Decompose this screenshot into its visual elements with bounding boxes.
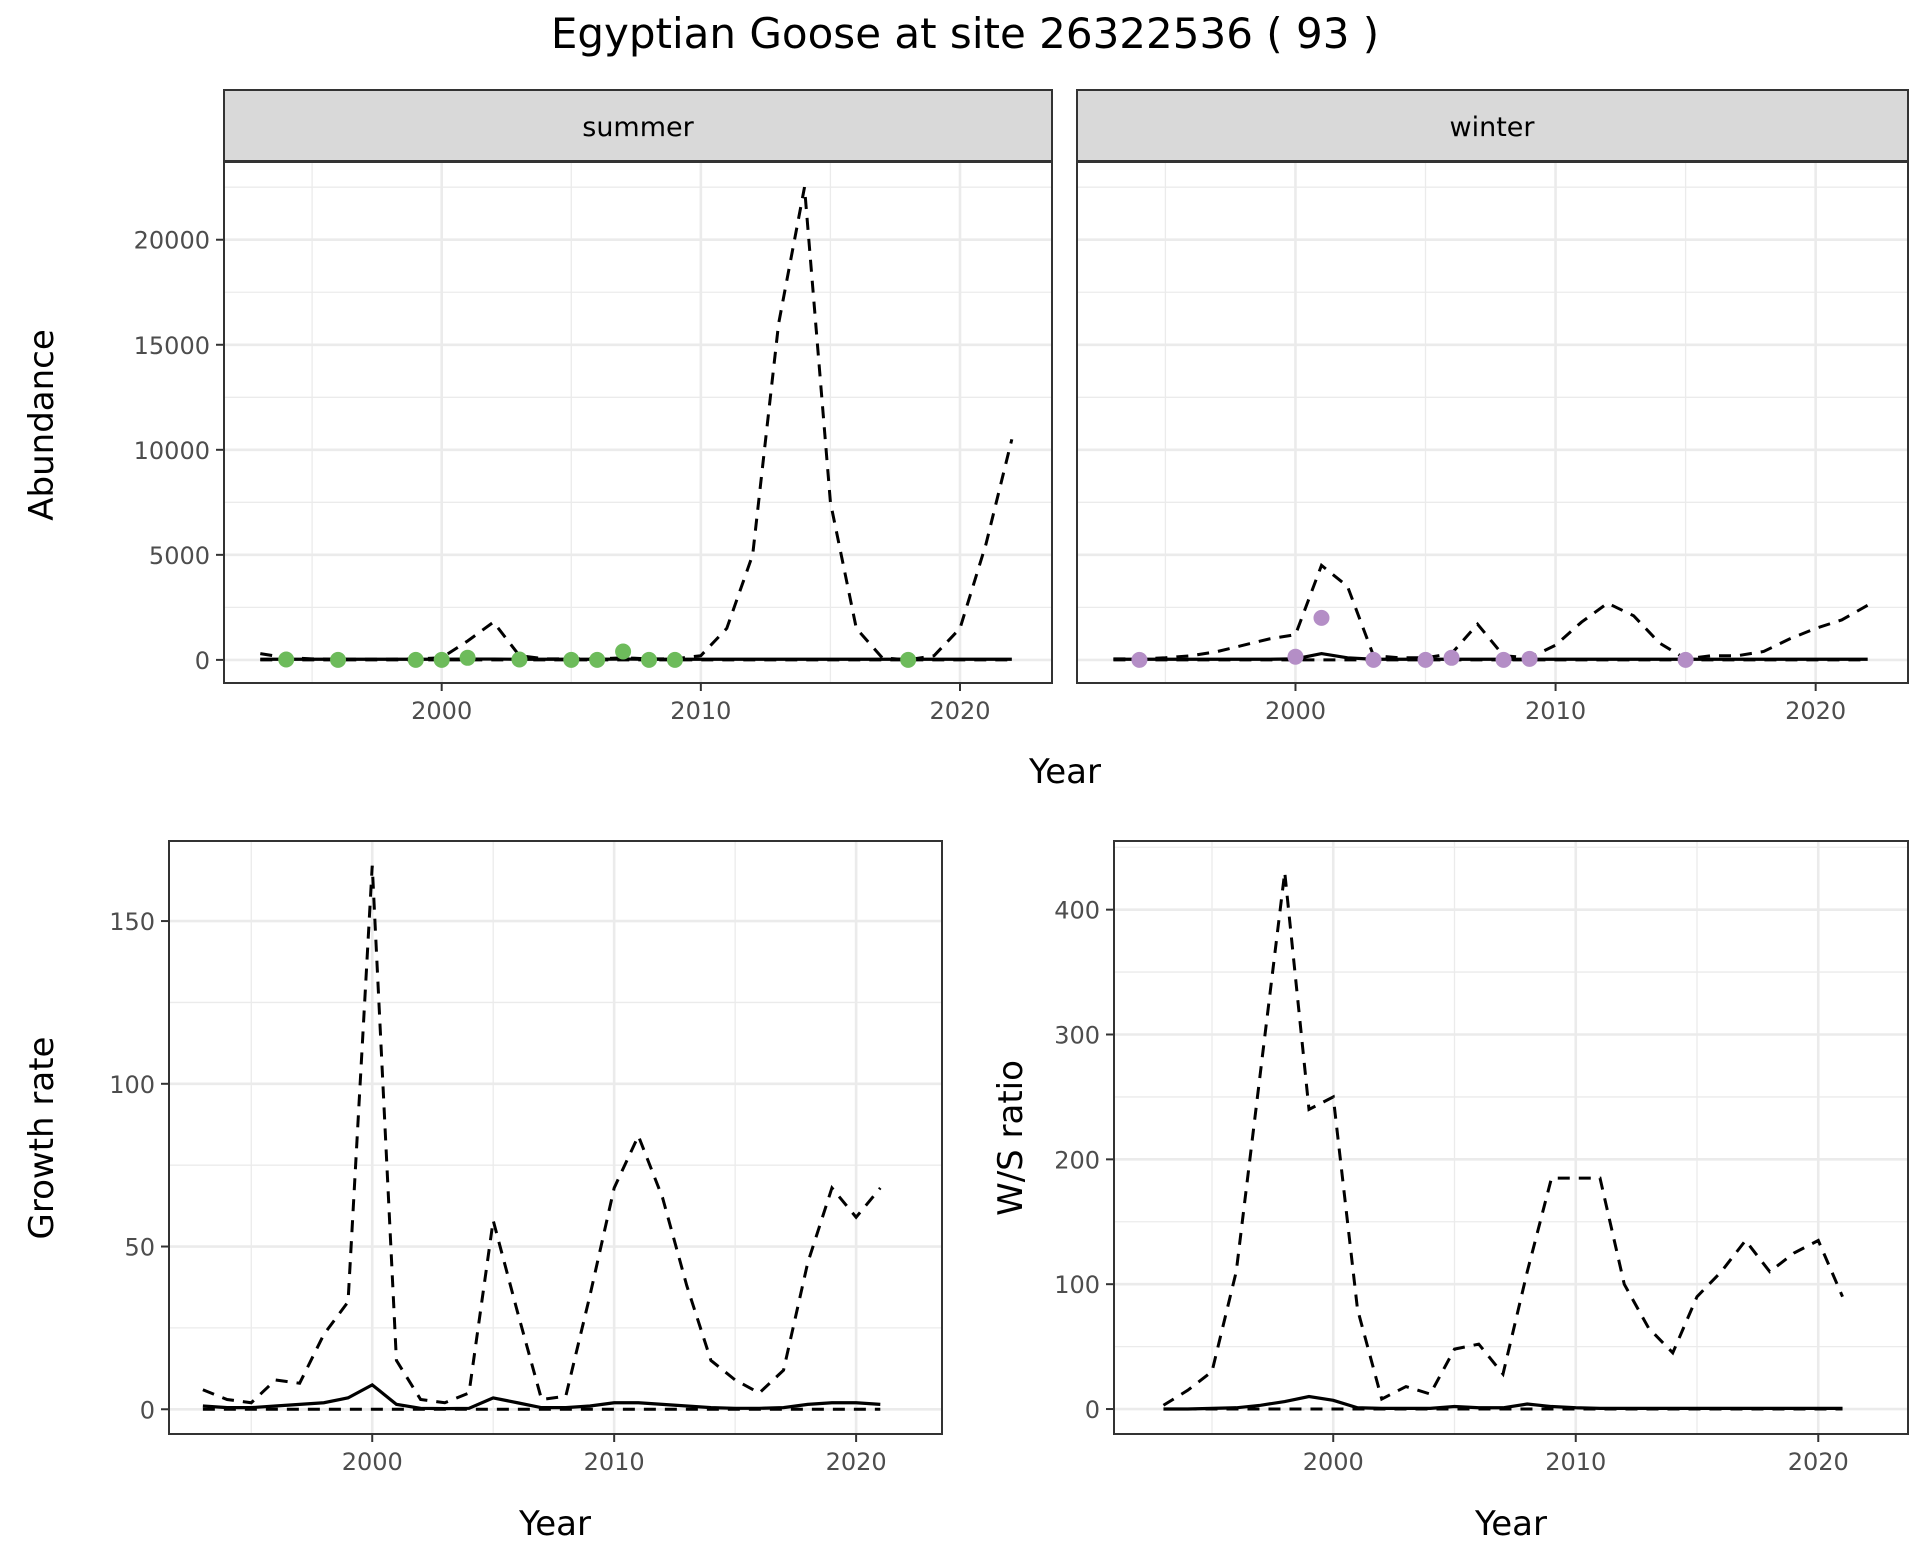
x-tick-label: 2020 [929,697,990,725]
data-point [511,651,528,668]
y-axis-title-growth: Growth rate [22,1037,62,1240]
y-axis-title-ratio: W/S ratio [991,1060,1031,1216]
data-point [1495,651,1512,668]
panel-border [223,161,1053,684]
x-axis-title-growth: Year [518,1504,591,1544]
plot-background [1114,841,1908,1434]
x-tick-label: 2020 [1788,1448,1849,1476]
data-point [1443,649,1460,666]
data-point [1287,648,1304,665]
data-point [563,651,580,668]
y-tick-label: 10000 [134,437,210,465]
chart-title: Egyptian Goose at site 26322536 ( 93 ) [551,9,1379,58]
x-tick-label: 2010 [1545,1448,1606,1476]
x-tick-label: 2010 [1525,697,1586,725]
x-axis-title-ratio: Year [1474,1504,1547,1544]
y-tick-label: 300 [1054,1022,1100,1050]
y-tick-label: 50 [124,1234,155,1262]
x-tick-label: 2020 [826,1448,887,1476]
strip-summer: summer [223,89,1053,162]
strip-winter: winter [1076,89,1909,162]
y-tick-label: 20000 [134,227,210,255]
data-point [407,651,424,668]
x-tick-label: 2000 [411,697,472,725]
data-point [330,651,347,668]
strip-label-summer: summer [582,112,694,143]
panel-winter: 2000 2010 2020 [1076,161,1909,725]
x-tick-label: 2020 [1785,697,1846,725]
series-fit [1163,1394,1843,1411]
series-upper-bound [202,865,882,1405]
plot-background [169,841,942,1434]
data-point [1677,651,1694,668]
data-point [459,649,476,666]
panel-ratio: 2000 2010 2020 0 100 200 300 400 [1054,840,1909,1476]
x-tick-label: 2010 [584,1448,645,1476]
x-tick-label: 2000 [1303,1448,1364,1476]
data-point [1521,650,1538,667]
plot-background [224,162,1052,683]
series-fit [1113,651,1868,661]
data-point [1417,651,1434,668]
panel-border [168,840,943,1435]
data-point [1131,651,1148,668]
y-tick-label: 100 [1054,1271,1100,1299]
x-tick-label: 2000 [342,1448,403,1476]
y-tick-label: 150 [109,908,155,936]
x-tick-label: 2010 [670,697,731,725]
series-upper-bound [1113,562,1869,661]
x-axis-title-abundance: Year [1028,752,1101,792]
y-tick-label: 0 [140,1396,155,1424]
data-point [278,651,295,668]
panel-border [1113,840,1909,1435]
y-tick-label: 400 [1054,897,1100,925]
data-point [615,643,632,660]
panel-growth: 2000 2010 2020 0 50 100 150 [109,840,943,1476]
panel-border [1076,161,1909,684]
y-tick-label: 0 [1085,1396,1100,1424]
series-upper-bound [1162,872,1844,1407]
data-point [1365,651,1382,668]
data-point [900,651,917,668]
data-point [433,651,450,668]
y-tick-label: 100 [109,1071,155,1099]
y-tick-label: 0 [195,647,210,675]
data-point [666,651,683,668]
strip-label-winter: winter [1450,112,1536,143]
panel-summer: 2000 2010 2020 0 5000 10000 15000 20000 [134,161,1053,725]
x-tick-label: 2000 [1265,697,1326,725]
plot-background [1077,162,1908,683]
data-point [641,651,658,668]
y-tick-label: 15000 [134,332,210,360]
data-point [1313,609,1330,626]
y-axis-title-abundance: Abundance [22,329,62,521]
y-tick-label: 200 [1054,1146,1100,1174]
y-tick-label: 5000 [149,542,210,570]
data-point [589,651,606,668]
series-fit [202,1382,881,1411]
